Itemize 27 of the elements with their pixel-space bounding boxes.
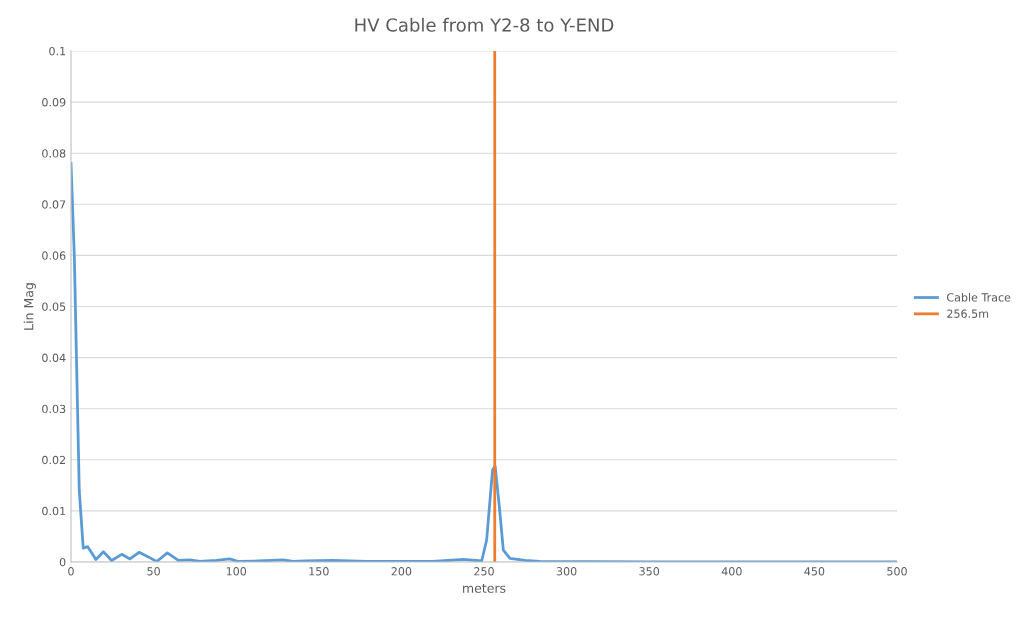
legend-label: Cable Trace xyxy=(946,292,1011,302)
x-tick-label: 400 xyxy=(721,567,742,576)
y-tick-label: 0.02 xyxy=(42,455,66,465)
y-tick-label: 0.09 xyxy=(42,98,66,107)
x-axis-title: meters xyxy=(463,583,506,593)
y-tick-label: 0.08 xyxy=(42,149,66,158)
y-tick-label: 0.03 xyxy=(42,404,66,414)
y-tick-label: 0.04 xyxy=(42,353,66,362)
legend-label: 256.5m xyxy=(947,309,989,318)
x-tick-label: 350 xyxy=(639,567,660,576)
y-tick-label: 0.01 xyxy=(42,506,66,516)
x-tick-label: 300 xyxy=(556,567,577,576)
x-tick-label: 100 xyxy=(226,567,247,576)
y-tick-label: 0.05 xyxy=(42,302,66,311)
y-tick-label: 0.06 xyxy=(42,251,66,260)
x-tick-label: 500 xyxy=(887,567,907,576)
x-tick-label: 450 xyxy=(804,567,825,576)
y-tick-label: 0.1 xyxy=(49,46,66,56)
chart-title: HV Cable from Y2-8 to Y-END xyxy=(355,17,614,32)
x-tick-label: 50 xyxy=(147,567,160,576)
x-tick-label: 0 xyxy=(68,567,74,576)
y-tick-label: 0 xyxy=(59,557,66,567)
y-axis-title: Lin Mag xyxy=(23,283,36,330)
x-tick-label: 250 xyxy=(474,567,494,576)
x-tick-label: 200 xyxy=(391,567,412,576)
y-tick-label: 0.07 xyxy=(42,200,66,209)
x-tick-label: 150 xyxy=(309,567,329,576)
